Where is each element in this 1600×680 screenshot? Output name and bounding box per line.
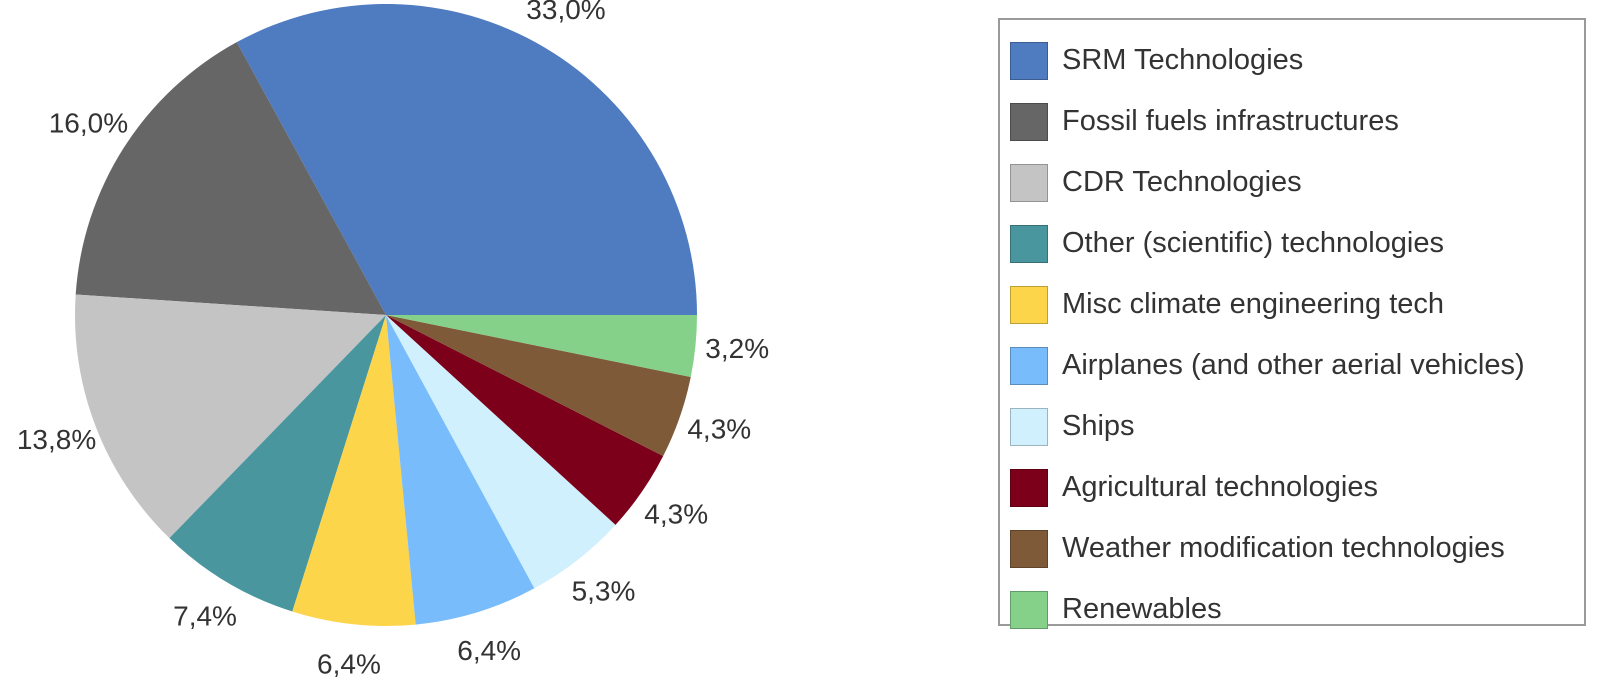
legend-item-weather-modification-technologies: Weather modification technologies [1010,518,1584,579]
legend-label: SRM Technologies [1062,44,1304,76]
pie-label-ships: 5,3% [572,575,636,606]
legend-swatch [1010,102,1048,141]
pie-label-weather-modification-technologies: 4,3% [687,414,751,445]
pie-label-fossil-fuels-infrastructures: 16,0% [49,107,128,138]
pie-labels: 33,0% 16,0% 13,8% 7,4% 6,4% 6,4% 5,3% 4,3% 4,3% 3… [17,0,769,679]
legend-item-ships: Ships [1010,396,1584,457]
pie-label-renewables: 3,2% [705,333,769,364]
legend-swatch [1010,590,1048,629]
pie-chart: 33,0% 16,0% 13,8% 7,4% 6,4% 6,4% 5,3% 4,3% 4,3% 3… [17,0,769,679]
pie-label-cdr-technologies: 13,8% [17,424,96,455]
legend-label: Other (scientific) technologies [1062,227,1444,259]
pie-slice-weather-modification-technologies [386,315,691,457]
legend-label: Airplanes (and other aerial vehicles) [1062,349,1525,381]
legend-swatch [1010,41,1048,80]
pie-label-other-scientific-technologies: 7,4% [173,600,237,631]
legend-label: Ships [1062,410,1135,442]
legend-swatch [1010,285,1048,324]
legend-swatch [1010,407,1048,446]
legend-item-renewables: Renewables [1010,579,1584,640]
legend-swatch [1010,224,1048,263]
pie-slice-agricultural-technologies [386,315,664,525]
pie-slice-fossil-fuels-infrastructures [75,42,386,315]
legend-swatch [1010,163,1048,202]
legend-item-agricultural-technologies: Agricultural technologies [1010,457,1584,518]
legend-item-cdr-technologies: CDR Technologies [1010,152,1584,213]
legend-item-misc-climate-engineering-tech: Misc climate engineering tech [1010,274,1584,335]
pie-slice-renewables [386,315,697,378]
pie-label-misc-climate-engineering-tech: 6,4% [317,648,381,679]
legend-label: CDR Technologies [1062,166,1302,198]
legend-label: Weather modification technologies [1062,532,1505,564]
legend-label: Renewables [1062,593,1222,625]
pie-slices [75,3,697,626]
legend-swatch [1010,529,1048,568]
pie-label-agricultural-technologies: 4,3% [644,498,708,529]
pie-slice-srm-technologies [236,3,697,315]
pie-slice-misc-climate-engineering-tech [292,315,416,626]
pie-slice-ships [386,315,616,589]
pie-label-airplanes-and-other-aerial-vehicles: 6,4% [457,635,521,666]
pie-slice-cdr-technologies [75,294,387,539]
legend-item-fossil-fuels-infrastructures: Fossil fuels infrastructures [1010,91,1584,152]
chart-legend: SRM Technologies Fossil fuels infrastruct… [998,18,1586,629]
pie-slice-other-scientific-technologies [169,315,386,612]
legend-item-srm-technologies: SRM Technologies [1010,30,1584,91]
legend-label: Misc climate engineering tech [1062,288,1445,320]
legend-item-other-scientific-technologies: Other (scientific) technologies [1010,213,1584,274]
pie-slice-airplanes-and-other-aerial-vehicles [386,315,535,625]
pie-label-srm-technologies: 33,0% [526,0,605,25]
legend-label: Agricultural technologies [1062,471,1378,503]
legend-item-airplanes-and-other-aerial-vehicles: Airplanes (and other aerial vehicles) [1010,335,1584,396]
legend-label: Fossil fuels infrastructures [1062,105,1399,137]
legend-swatch [1010,468,1048,507]
legend-swatch [1010,346,1048,385]
